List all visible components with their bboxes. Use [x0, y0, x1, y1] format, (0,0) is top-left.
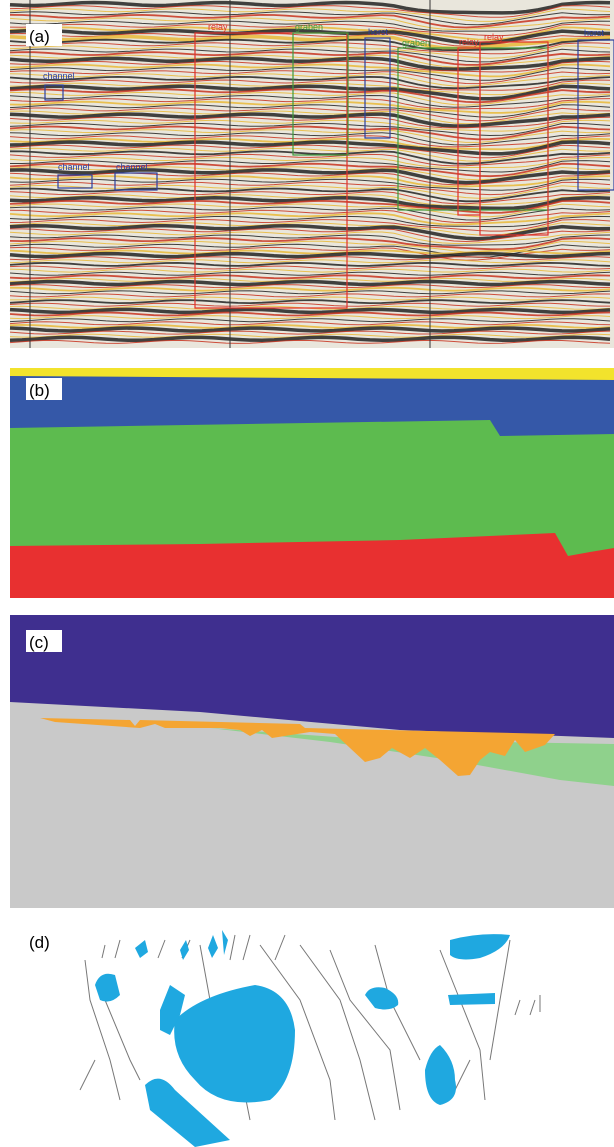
box-label: horst [368, 27, 389, 37]
box-label: horst [584, 28, 605, 38]
body [450, 934, 510, 959]
panel-label: (c) [29, 633, 49, 652]
panel-label: (a) [29, 27, 50, 46]
fault-line [80, 1060, 95, 1090]
panel-label: (d) [29, 933, 50, 952]
box-label: relay [484, 32, 504, 42]
seismic-image [10, 0, 614, 348]
segmentation-c [10, 615, 614, 908]
fault-line [300, 945, 375, 1120]
segmentation-b [10, 368, 614, 598]
blue-bodies [95, 930, 510, 1147]
body [425, 1045, 456, 1105]
fault-line [105, 1000, 140, 1080]
panel-label: (b) [29, 381, 50, 400]
fault-line [330, 950, 400, 1110]
body [448, 993, 495, 1005]
box-label: channel [58, 162, 90, 172]
box-label: relay [459, 37, 479, 47]
box-label: channel [43, 71, 75, 81]
box-label: graben [295, 22, 323, 32]
box-label: relay [208, 22, 228, 32]
fault-line [515, 995, 540, 1015]
body [174, 985, 295, 1103]
fault-line [102, 935, 285, 960]
figure: relay graben horst graben relay relay horst cha… [0, 0, 614, 1147]
body [95, 974, 120, 1002]
fault-line [455, 1060, 470, 1090]
box-label: graben [402, 38, 430, 48]
body [135, 930, 228, 960]
box-label: channel [116, 162, 148, 172]
body [365, 987, 398, 1009]
